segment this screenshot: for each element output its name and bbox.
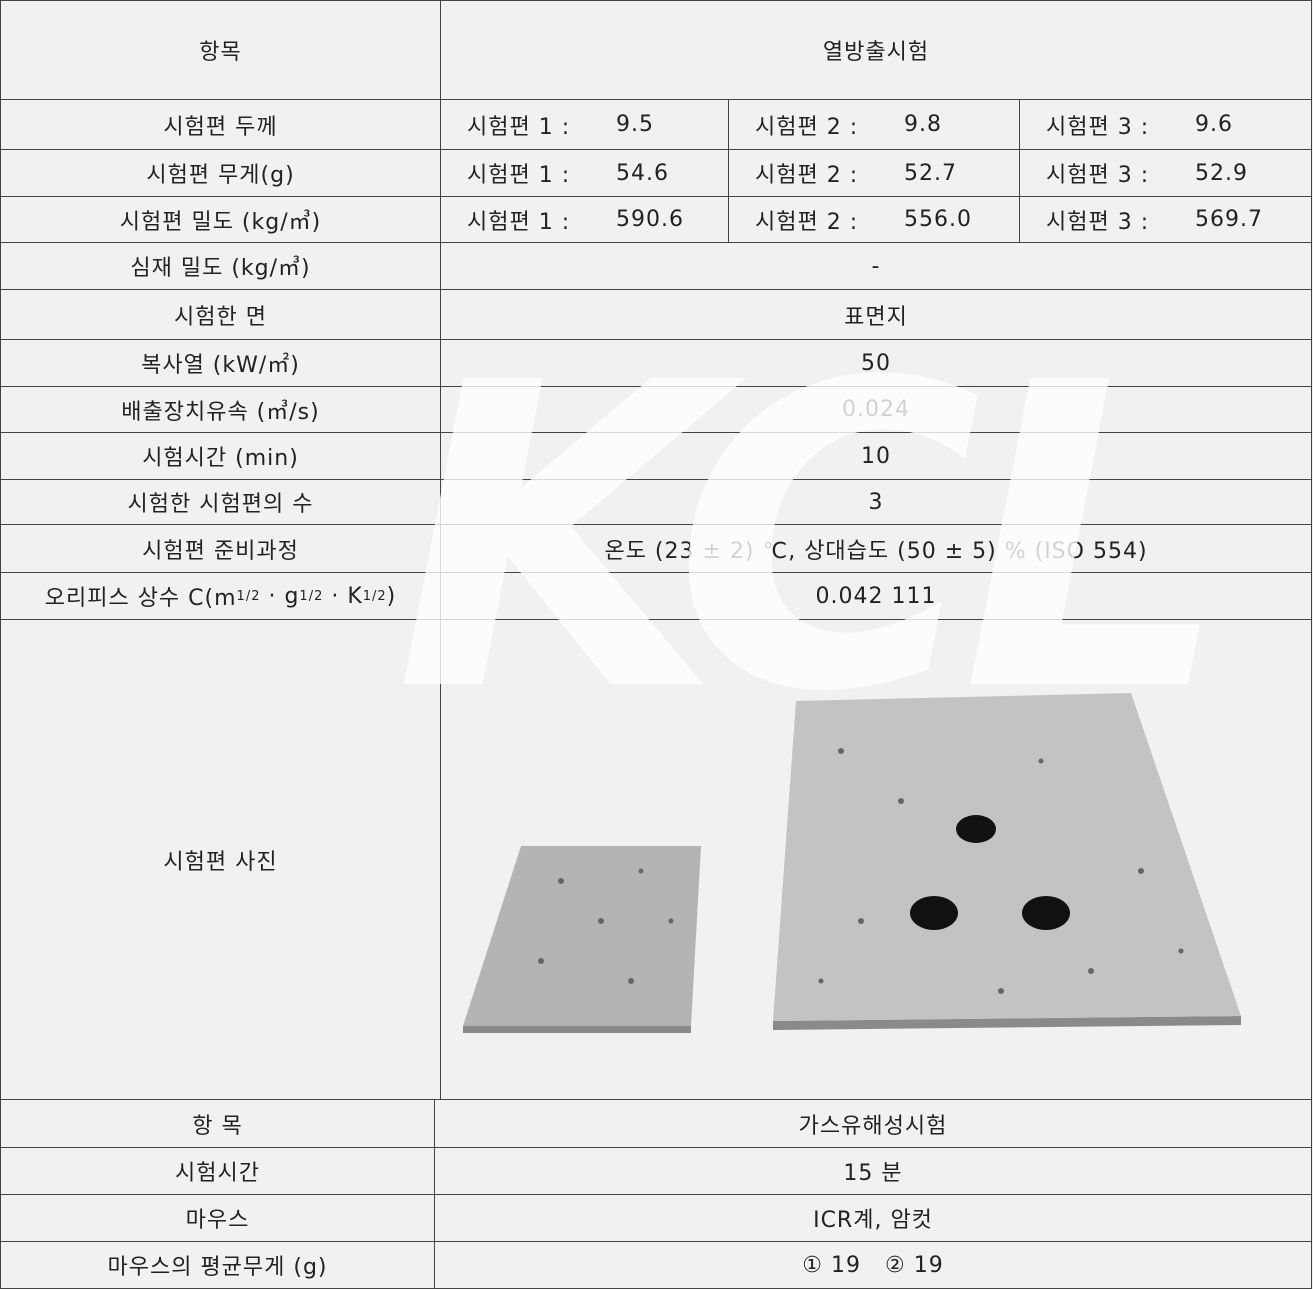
photo-cell [441,620,1312,1100]
specimen-value: 52.9 [1195,160,1248,186]
row-label: 시험편 사진 [0,620,441,1100]
specimen-cell: 시험편 3 : 9.6 [1020,100,1312,150]
label-part: 오리피스 상수 C(m [44,586,237,611]
row-value: 가스유해성시험 [435,1100,1312,1148]
row-value: 0.042 111 [441,573,1312,620]
header-label: 항목 [0,0,441,100]
row-label: 심재 밀도 (kg/㎥) [0,243,441,290]
row-label: 마우스의 평균무게 (g) [0,1242,435,1289]
specimen-label: 시험편 1 : [467,114,571,140]
specimen-label: 시험편 2 : [755,114,859,140]
label-part: ) [386,583,397,609]
row-value: - [441,243,1312,290]
row-label: 시험편 두께 [0,100,441,150]
row-value: 50 [441,340,1312,387]
specimen-label: 시험편 2 : [755,163,859,188]
specimen-label: 시험편 1 : [467,163,571,188]
specimen-label: 시험편 3 : [1046,209,1150,235]
specimen-value: 9.6 [1195,112,1233,137]
row-value: 10 [441,433,1312,480]
row-label: 항 목 [0,1100,435,1148]
row-label: 시험편 밀도 (kg/㎥) [0,197,441,243]
row-label: 시험한 시험편의 수 [0,480,441,525]
row-label: 복사열 (kW/㎡) [0,340,441,387]
specimen-cell: 시험편 1 : 9.5 [441,100,729,150]
row-value: 15 분 [435,1148,1312,1195]
label-part: · g [260,583,300,609]
specimen-label: 시험편 3 : [1046,114,1150,140]
specimen-cell: 시험편 2 : 9.8 [729,100,1020,150]
row-label: 시험편 무게(g) [0,150,441,197]
specimen-label: 시험편 1 : [467,209,571,235]
row-label: 배출장치유속 (㎥/s) [0,387,441,433]
specimen-value: 9.8 [904,112,942,137]
row-value: ① 19 ② 19 [435,1242,1312,1289]
label-part: 1/2 [236,588,261,604]
specimen-value: 52.7 [904,160,957,186]
row-label: 시험한 면 [0,290,441,340]
row-label: 오리피스 상수 C(m 1/2 · g 1/2 · K 1/2) [0,573,441,620]
row-value: 온도 (23 ± 2) ℃, 상대습도 (50 ± 5) % (ISO 554) [441,525,1312,573]
row-value: 3 [441,480,1312,525]
specimen-value: 569.7 [1195,207,1263,232]
row-value: 표면지 [441,290,1312,340]
header-title: 열방출시험 [441,0,1312,100]
label-part: 1/2 [362,588,387,604]
row-value: ICR계, 암컷 [435,1195,1312,1242]
row-label: 시험편 준비과정 [0,525,441,573]
label-part: · K [323,583,363,609]
row-label: 시험시간 [0,1148,435,1195]
specimen-cell: 시험편 2 : 556.0 [729,197,1020,243]
label-part: 1/2 [299,588,324,604]
row-label: 시험시간 (min) [0,433,441,480]
row-label: 마우스 [0,1195,435,1242]
specimen-label: 시험편 2 : [755,209,859,235]
specimen-cell: 시험편 1 : 54.6 [441,150,729,197]
specimen-value: 590.6 [616,207,684,232]
specimen-value: 556.0 [904,207,972,232]
specimen-value: 54.6 [616,160,669,186]
specimen-cell: 시험편 3 : 569.7 [1020,197,1312,243]
specimen-label: 시험편 3 : [1046,163,1150,188]
specimen-cell: 시험편 2 : 52.7 [729,150,1020,197]
row-value: 0.024 [441,387,1312,433]
specimen-value: 9.5 [616,112,654,137]
specimen-cell: 시험편 3 : 52.9 [1020,150,1312,197]
specimen-cell: 시험편 1 : 590.6 [441,197,729,243]
specimen-photo [463,693,1241,1033]
